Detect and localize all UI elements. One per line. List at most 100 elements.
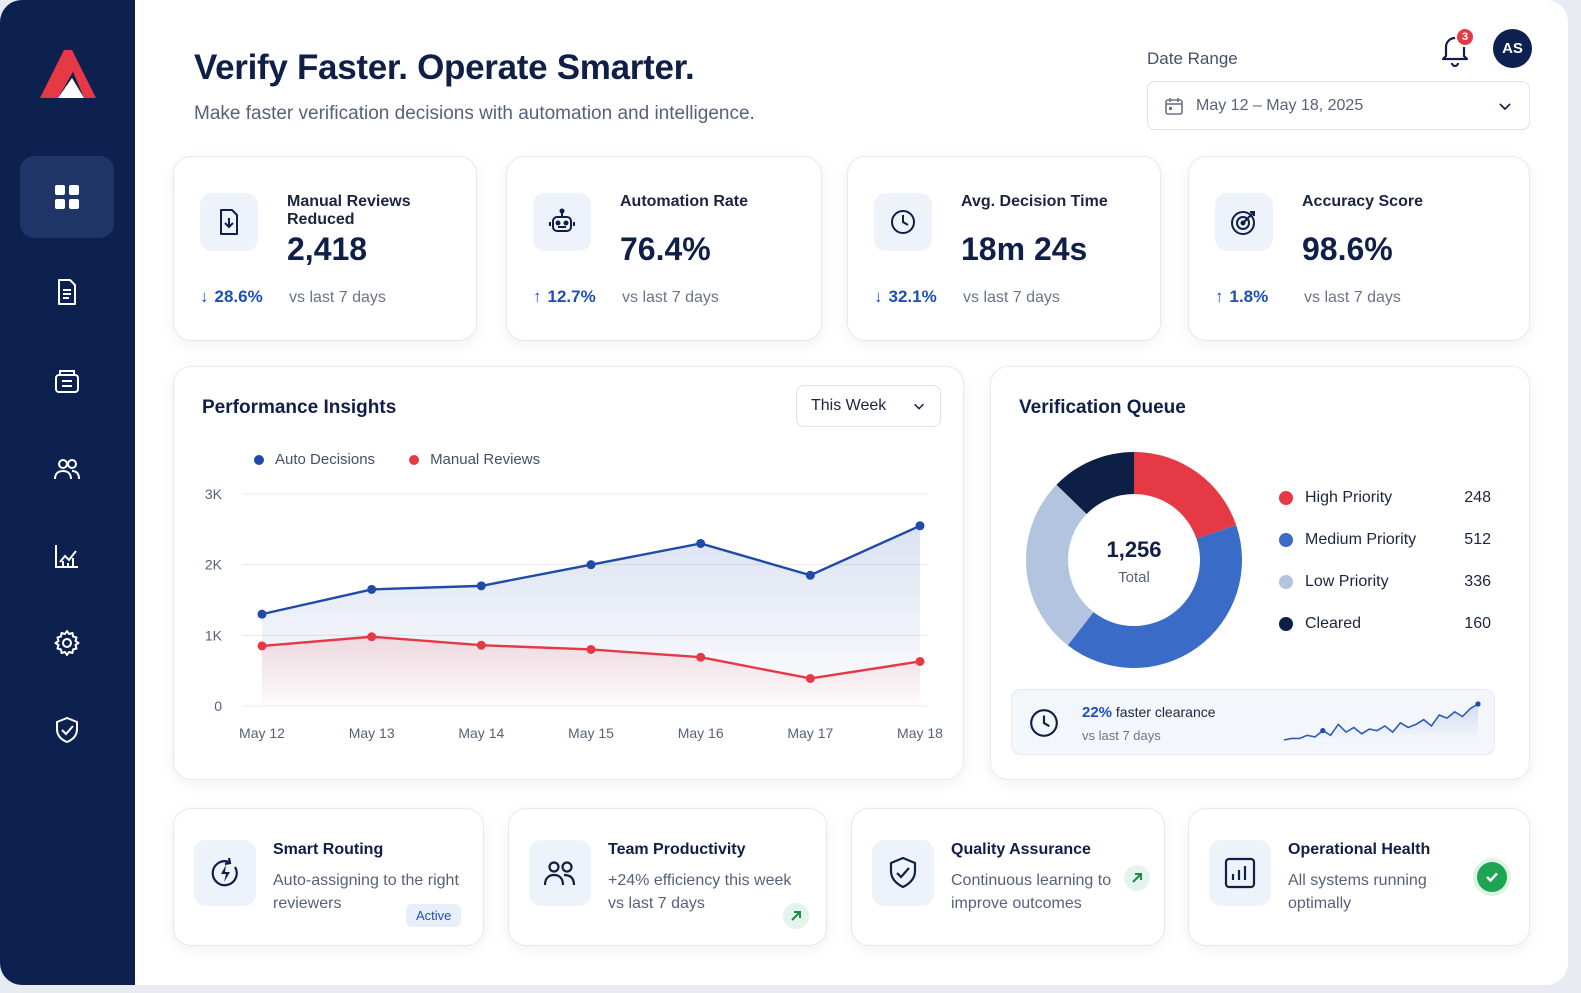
sparkline-point (1320, 728, 1326, 734)
date-range-select[interactable]: May 12 – May 18, 2025 (1147, 81, 1530, 130)
legend-value: 160 (1464, 615, 1491, 632)
document-icon (58, 279, 76, 305)
data-point[interactable] (586, 560, 596, 570)
nav-analytics[interactable] (20, 515, 114, 597)
kpi-compare: vs last 7 days (622, 289, 719, 306)
kpi-change-value: 28.6% (214, 287, 263, 306)
legend-value: 248 (1464, 489, 1491, 506)
feature-title: Operational Health (1288, 841, 1431, 858)
trend-up-badge[interactable] (783, 903, 809, 929)
feature-icon-wrap (194, 840, 256, 906)
kpi-card-accuracy[interactable]: Accuracy Score 98.6% ↑ 1.8% vs last 7 day… (1188, 156, 1530, 341)
queue-legend: High Priority 248 Medium Priority 512 Low … (1279, 477, 1491, 645)
nav-documents[interactable] (20, 251, 114, 333)
feature-card-operational-health[interactable]: Operational Health All systems running o… (1188, 808, 1530, 946)
kpi-card-manual-reviews[interactable]: Manual Reviews Reduced 2,418 ↓ 28.6% vs l… (173, 156, 477, 341)
x-tick-label: May 15 (568, 725, 614, 741)
kpi-change-value: 1.8% (1229, 287, 1269, 306)
x-tick-label: May 14 (458, 725, 504, 741)
nav-inbox[interactable] (20, 340, 114, 422)
clearance-summary: 22% faster clearance vs last 7 days (1011, 689, 1495, 755)
data-point[interactable] (476, 581, 486, 591)
status-ok-badge (1477, 862, 1507, 892)
data-point[interactable] (367, 584, 377, 594)
donut-slice[interactable] (1134, 452, 1237, 539)
arrow-up-icon: ↑ (533, 287, 542, 306)
feature-icon-wrap (529, 840, 591, 906)
users-icon (54, 459, 80, 480)
data-point[interactable] (805, 673, 815, 683)
nav-settings[interactable] (20, 602, 114, 684)
sparkline-area (1284, 704, 1478, 740)
nav-dashboard[interactable] (20, 156, 114, 238)
performance-insights-card: Performance Insights This Week Auto Deci… (173, 366, 964, 780)
date-range-value: May 12 – May 18, 2025 (1196, 96, 1364, 114)
kpi-value: 76.4% (620, 231, 711, 267)
calendar-icon (1165, 97, 1183, 115)
shield-check-icon (889, 856, 917, 889)
kpi-icon-wrap (1215, 193, 1273, 251)
kpi-icon-wrap (533, 193, 591, 251)
donut-slice[interactable] (1067, 524, 1242, 668)
x-tick-label: May 18 (897, 725, 943, 741)
feature-desc: All systems running optimally (1288, 872, 1427, 912)
data-point[interactable] (476, 640, 486, 650)
inbox-icon (55, 370, 79, 393)
nav-users[interactable] (20, 428, 114, 510)
feature-card-quality-assurance[interactable]: Quality Assurance Continuous learning to… (851, 808, 1165, 946)
data-point[interactable] (805, 570, 815, 580)
feature-card-team-productivity[interactable]: Team Productivity +24% efficiency this w… (508, 808, 827, 946)
data-point[interactable] (367, 632, 377, 642)
kpi-value: 2,418 (287, 231, 368, 267)
kpi-compare: vs last 7 days (1304, 289, 1401, 306)
data-point[interactable] (586, 644, 596, 654)
queue-title: Verification Queue (1019, 397, 1186, 418)
legend-dot (1279, 491, 1293, 505)
data-point[interactable] (257, 609, 267, 619)
data-point[interactable] (915, 656, 925, 666)
page-subtitle: Make faster verification decisions with … (194, 103, 755, 124)
donut-center: 1,256 Total (1069, 537, 1199, 586)
legend-dot (409, 455, 420, 466)
legend-item-manual[interactable]: Manual Reviews (409, 451, 540, 468)
chevron-down-icon (1499, 102, 1511, 110)
avatar[interactable]: AS (1493, 29, 1532, 68)
period-select[interactable]: This Week (796, 385, 941, 427)
check-icon (1486, 872, 1498, 883)
kpi-card-decision-time[interactable]: Avg. Decision Time 18m 24s ↓ 32.1% vs las… (847, 156, 1161, 341)
queue-legend-high[interactable]: High Priority 248 (1279, 477, 1491, 519)
period-value: This Week (811, 397, 887, 414)
y-tick-label: 1K (205, 627, 223, 643)
verification-queue-card: Verification Queue 1,256 Total High Prio… (990, 366, 1530, 780)
queue-legend-low[interactable]: Low Priority 336 (1279, 561, 1491, 603)
clearance-sparkline (1283, 701, 1481, 741)
queue-legend-cleared[interactable]: Cleared 160 (1279, 603, 1491, 645)
nav-security[interactable] (20, 689, 114, 771)
kpi-card-automation-rate[interactable]: Automation Rate 76.4% ↑ 12.7% vs last 7 d… (506, 156, 822, 341)
clock-icon (891, 210, 915, 234)
trend-up-badge[interactable] (1124, 865, 1150, 891)
data-point[interactable] (257, 641, 267, 651)
donut-slice[interactable] (1056, 452, 1134, 515)
feature-card-smart-routing[interactable]: Smart Routing Auto-assigning to the righ… (173, 808, 484, 946)
feature-title: Quality Assurance (951, 841, 1091, 858)
legend-item-auto[interactable]: Auto Decisions (254, 451, 375, 468)
page-title: Verify Faster. Operate Smarter. (194, 48, 695, 87)
kpi-icon-wrap (200, 193, 258, 251)
kpi-change: ↓ 28.6% (200, 287, 263, 307)
main-content: Verify Faster. Operate Smarter. Make fas… (135, 0, 1568, 985)
performance-line-chart: 0 1K 2K 3K May 12 May 13 May 14 May 15 May 16 May… (205, 486, 943, 741)
queue-donut-chart (1026, 452, 1242, 668)
feature-desc: +24% efficiency this week vs last 7 days (608, 872, 792, 912)
brand-logo[interactable] (36, 46, 98, 100)
data-point[interactable] (915, 521, 925, 531)
y-tick-label: 2K (205, 557, 223, 573)
donut-slice[interactable] (1026, 484, 1094, 646)
series-area (262, 636, 920, 706)
kpi-change: ↑ 1.8% (1215, 287, 1268, 307)
data-point[interactable] (696, 652, 706, 662)
sidebar (0, 0, 135, 985)
feature-desc: Auto-assigning to the right reviewers (273, 872, 459, 912)
data-point[interactable] (696, 538, 706, 548)
queue-legend-medium[interactable]: Medium Priority 512 (1279, 519, 1491, 561)
